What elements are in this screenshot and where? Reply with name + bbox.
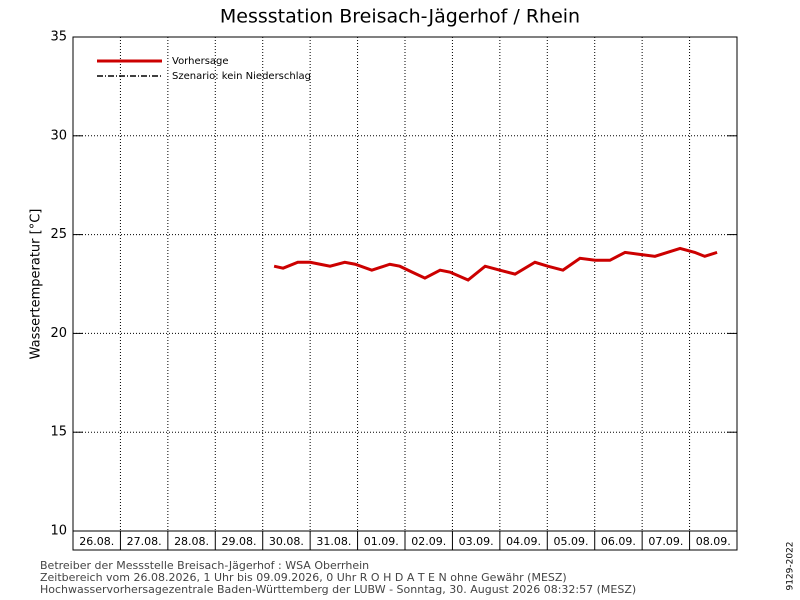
x-tick-label: 08.09.: [696, 535, 731, 548]
date-band: [72, 530, 738, 551]
x-tick-label: 02.09.: [411, 535, 446, 548]
x-tick-label: 03.09.: [459, 535, 494, 548]
y-tick-label: 20: [50, 326, 67, 341]
y-tick-label: 35: [50, 30, 67, 45]
series-line: [273, 246, 718, 282]
x-tick-label: 26.08.: [79, 535, 114, 548]
footer-line: Zeitbereich vom 26.08.2026, 1 Uhr bis 09…: [40, 571, 567, 584]
y-tick-label: 25: [50, 227, 67, 242]
x-tick-label: 04.09.: [506, 535, 541, 548]
y-axis-label: Wassertemperatur [°C]: [29, 209, 44, 360]
chart-title: Messstation Breisach-Jägerhof / Rhein: [220, 6, 580, 28]
x-tick-label: 31.08.: [316, 535, 351, 548]
y-tick-label: 10: [50, 524, 67, 539]
y-tick-label: 15: [50, 425, 67, 440]
y-tick-label: 30: [50, 128, 67, 143]
legend-label: Szenario: kein Niederschlag: [172, 71, 311, 82]
legend-label: Vorhersage: [172, 56, 229, 67]
chart-code: 9129-2022: [786, 541, 796, 590]
footer-line: Hochwasservorhersagezentrale Baden-Württ…: [40, 583, 636, 596]
x-tick-label: 27.08.: [127, 535, 162, 548]
x-tick-label: 01.09.: [364, 535, 399, 548]
x-tick-label: 07.09.: [648, 535, 683, 548]
x-tick-label: 06.09.: [601, 535, 636, 548]
x-tick-label: 28.08.: [174, 535, 209, 548]
x-tick-label: 30.08.: [269, 535, 304, 548]
x-tick-label: 05.09.: [554, 535, 589, 548]
x-tick-label: 29.08.: [222, 535, 257, 548]
footer-line: Betreiber der Messstelle Breisach-Jägerh…: [40, 559, 369, 572]
